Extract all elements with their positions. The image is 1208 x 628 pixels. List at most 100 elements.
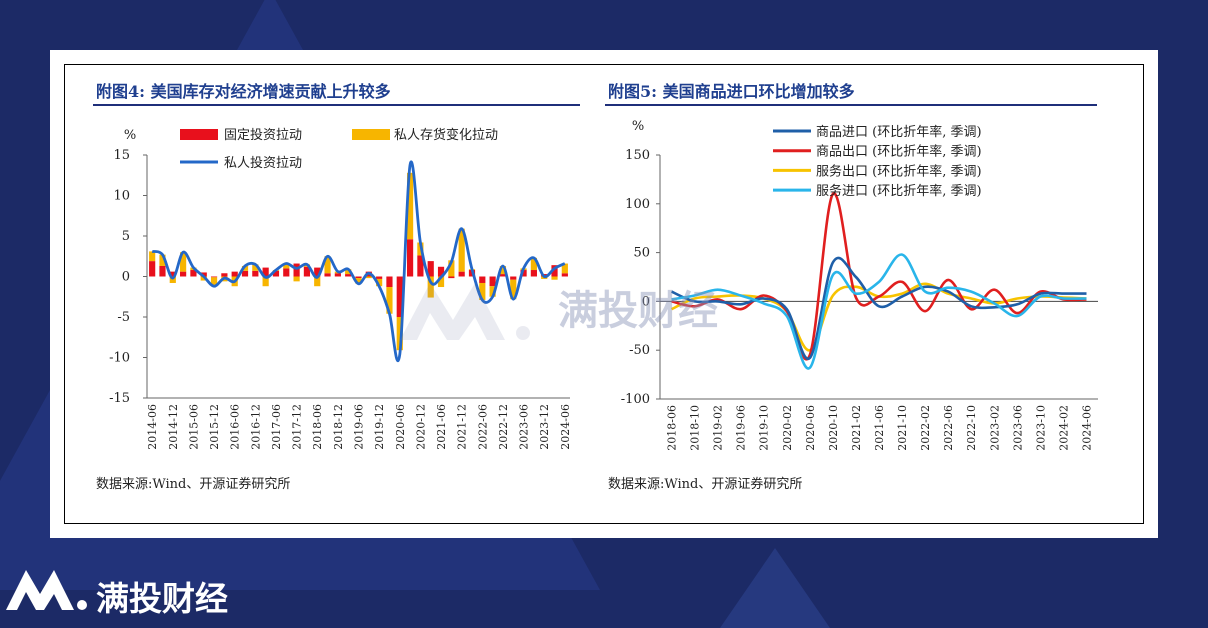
bar-fixed-investment [159,265,166,277]
left-source-note: 数据来源:Wind、开源证券研究所 [96,477,291,492]
y-tick-label: 0 [122,270,130,285]
bar-inventory-change [241,265,249,271]
bar-fixed-investment [376,276,383,279]
left-title-rule [93,104,580,106]
bar-fixed-investment [396,276,403,317]
y-tick-label: 100 [625,197,650,212]
bar-inventory-change [355,278,362,284]
bar-inventory-change [437,276,445,288]
bar-inventory-change [159,254,166,266]
watermark-logo [400,283,530,340]
bar-fixed-investment [169,271,176,277]
bar-fixed-investment [561,273,568,277]
background-shape [720,548,830,628]
legend-swatch-fixed [180,129,218,140]
bar-fixed-investment [324,273,331,277]
bar-inventory-change [365,276,372,279]
bar-fixed-investment [334,273,341,277]
x-tick-label: 2023-06 [518,404,531,450]
y-tick-label: -15 [109,391,130,406]
bar-inventory-change [293,276,300,282]
y-unit-label: % [632,119,644,134]
bar-fixed-investment [210,276,218,278]
legend-label-inventory: 私人存货变化拉动 [394,127,498,143]
bar-inventory-change [479,282,486,300]
legend-label-2: 商品出口 (环比折年率, 季调) [816,144,982,160]
brand-name: 满投财经 [96,579,228,618]
bar-inventory-change [406,172,414,240]
bar-inventory-change [210,277,218,287]
y-tick-label: 150 [625,148,650,163]
watermark-text: 满投财经 [558,288,718,334]
bar-inventory-change [169,276,176,283]
legend-swatch-inventory [352,129,390,140]
x-tick-label: 2016-12 [249,404,262,450]
legend-label-3: 服务出口 (环比折年率, 季调) [816,163,982,179]
bar-fixed-investment [479,276,486,283]
right-title-rule [605,104,1097,106]
bar-fixed-investment [149,261,156,277]
x-tick-label: 2021-06 [435,404,448,450]
bar-fixed-investment [314,267,321,277]
x-tick-label: 2023-10 [1034,405,1047,451]
x-tick-label: 2021-12 [456,404,469,450]
line-private-investment [151,160,566,363]
bar-fixed-investment [386,276,393,288]
y-tick-label: -5 [117,310,130,325]
bar-inventory-change [396,317,403,351]
bar-fixed-investment [417,255,424,277]
bar-fixed-investment [283,268,290,277]
x-tick-label: 2018-06 [666,405,679,451]
x-tick-label: 2022-02 [919,405,932,451]
x-tick-label: 2020-10 [827,405,840,451]
bar-inventory-change [252,264,259,271]
legend-label-1: 商品进口 (环比折年率, 季调) [816,124,982,140]
bar-inventory-change [499,265,507,275]
x-tick-label: 2016-06 [229,404,242,450]
x-tick-label: 2018-12 [332,404,345,450]
x-tick-label: 2020-02 [781,405,794,451]
bar-fixed-investment [499,274,507,277]
figure-frame [64,64,1144,524]
y-tick-label: -50 [629,343,650,358]
bar-fixed-investment [510,276,517,280]
x-tick-label: 2023-02 [988,405,1001,451]
bar-fixed-investment [221,273,228,277]
x-tick-label: 2020-12 [414,404,427,450]
x-tick-label: 2019-02 [712,405,725,451]
bar-inventory-change [376,278,383,287]
brand-logo-icon [6,570,87,610]
left-chart-title: 附图4: 美国库存对经济增速贡献上升较多 [96,82,391,101]
bar-inventory-change [314,276,321,287]
report-page [50,50,1158,538]
bar-fixed-investment [551,265,558,277]
series-line-2 [671,192,1087,361]
bar-fixed-investment [262,267,269,277]
x-tick-label: 2015-12 [208,404,221,450]
bar-inventory-change [386,287,393,314]
bar-fixed-investment [437,266,445,277]
bar-fixed-investment [200,272,207,277]
bar-fixed-investment [355,276,362,279]
y-tick-label: -10 [109,351,130,366]
legend-label-4: 服务进口 (环比折年率, 季调) [816,183,982,199]
bar-inventory-change [149,251,156,262]
bar-fixed-investment [252,270,259,277]
y-tick-label: 0 [642,294,650,309]
x-tick-label: 2020-06 [394,404,407,450]
x-tick-label: 2024-06 [1080,405,1093,451]
legend-label-private: 私人投资拉动 [224,155,302,171]
x-tick-label: 2014-06 [146,404,159,450]
bar-fixed-investment [190,270,197,277]
y-tick-label: 5 [122,229,130,244]
bar-fixed-investment [345,274,352,277]
bar-fixed-investment [272,270,280,277]
x-tick-label: 2018-06 [311,404,324,450]
bar-inventory-change [345,269,352,275]
x-tick-label: 2017-06 [270,404,283,450]
x-tick-label: 2019-10 [758,405,771,451]
x-tick-label: 2015-06 [187,404,200,450]
x-tick-label: 2022-10 [965,405,978,451]
